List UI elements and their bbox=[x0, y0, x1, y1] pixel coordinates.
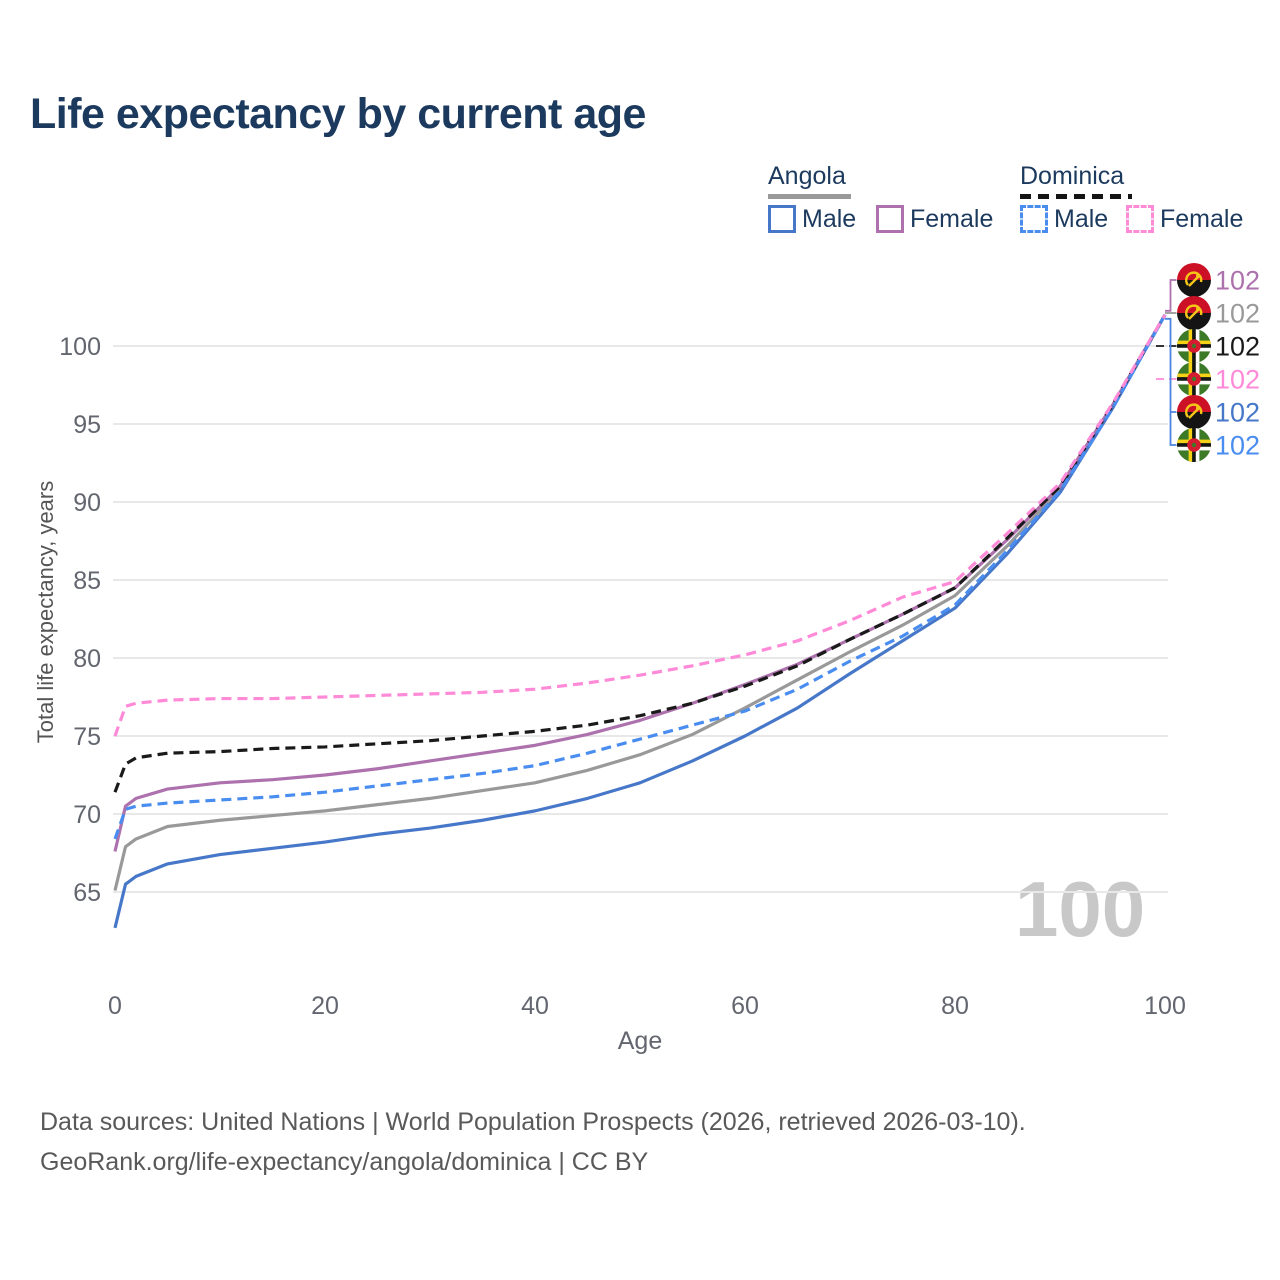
x-tick-label: 20 bbox=[311, 992, 339, 1020]
end-value-label-dominica-both-sexes: 102 bbox=[1215, 332, 1260, 362]
dominica-male-swatch-icon bbox=[1020, 205, 1048, 233]
x-axis-title: Age bbox=[618, 1027, 662, 1055]
x-tick-label: 100 bbox=[1144, 992, 1186, 1020]
series-line-angola-both-sexes bbox=[113, 314, 1167, 891]
y-tick-label: 75 bbox=[73, 723, 101, 751]
end-value-label-angola-male: 102 bbox=[1215, 398, 1260, 428]
dominica-dashed-line-sample bbox=[1020, 194, 1132, 199]
angola-male-swatch-icon bbox=[768, 205, 796, 233]
angola-female-swatch-icon bbox=[876, 205, 904, 233]
page-title: Life expectancy by current age bbox=[30, 90, 646, 138]
legend-item-dominica-male[interactable]: Male bbox=[1020, 204, 1108, 234]
end-label-leader-line bbox=[1165, 317, 1177, 446]
end-value-label-dominica-female: 102 bbox=[1215, 365, 1260, 395]
end-value-label-angola-both-sexes: 102 bbox=[1215, 299, 1260, 329]
x-tick-label: 80 bbox=[941, 992, 969, 1020]
end-value-label-angola-female: 102 bbox=[1215, 266, 1260, 296]
series-line-angola-male bbox=[113, 314, 1167, 929]
series-line-dominica-male bbox=[113, 314, 1167, 840]
y-tick-label: 65 bbox=[73, 879, 101, 907]
legend-label: Male bbox=[802, 204, 857, 233]
end-label-leader-line bbox=[1165, 279, 1177, 312]
x-tick-label: 0 bbox=[108, 992, 122, 1020]
legend-item-angola-female[interactable]: Female bbox=[876, 204, 993, 234]
data-source-text: Data sources: United Nations | World Pop… bbox=[40, 1108, 1026, 1136]
dominica-flag-icon bbox=[1177, 362, 1211, 396]
angola-flag-icon bbox=[1177, 263, 1211, 297]
x-tick-label: 40 bbox=[521, 992, 549, 1020]
series-line-angola-female bbox=[113, 313, 1167, 852]
legend-label: Female bbox=[1160, 204, 1244, 233]
angola-flag-icon bbox=[1177, 395, 1211, 429]
dominica-flag-icon bbox=[1177, 428, 1211, 462]
y-tick-label: 95 bbox=[73, 411, 101, 439]
dominica-flag-icon bbox=[1177, 329, 1211, 363]
end-value-label-dominica-male: 102 bbox=[1215, 431, 1260, 461]
angola-flag-icon bbox=[1177, 296, 1211, 330]
legend-label: Male bbox=[1054, 204, 1109, 233]
y-tick-label: 90 bbox=[73, 489, 101, 517]
angola-solid-line-sample bbox=[768, 194, 851, 199]
y-tick-label: 100 bbox=[59, 333, 101, 361]
series-line-dominica-both-sexes bbox=[113, 313, 1167, 793]
legend-item-dominica-female[interactable]: Female bbox=[1126, 204, 1243, 234]
age-frame-watermark: 100 bbox=[1015, 865, 1146, 953]
dominica-female-swatch-icon bbox=[1126, 205, 1154, 233]
x-tick-label: 60 bbox=[731, 992, 759, 1020]
legend-group-angola-header: Angola bbox=[768, 162, 846, 190]
series-line-dominica-female bbox=[113, 313, 1167, 737]
legend-label: Female bbox=[910, 204, 994, 233]
attribution-url-text: GeoRank.org/life-expectancy/angola/domin… bbox=[40, 1148, 649, 1176]
y-tick-label: 70 bbox=[73, 801, 101, 829]
y-tick-label: 80 bbox=[73, 645, 101, 673]
legend-item-angola-male[interactable]: Male bbox=[768, 204, 856, 234]
end-label-flags bbox=[1177, 263, 1211, 462]
y-tick-label: 85 bbox=[73, 567, 101, 595]
legend-group-dominica-header: Dominica bbox=[1020, 162, 1125, 190]
